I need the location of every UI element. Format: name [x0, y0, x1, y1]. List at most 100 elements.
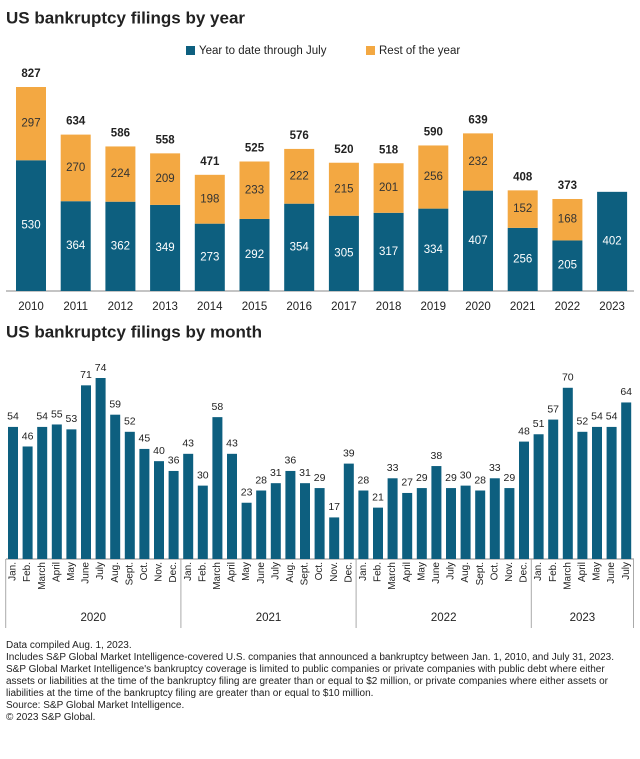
value-label: 29	[314, 472, 326, 484]
chart-title: US bankruptcy filings by year	[6, 8, 245, 27]
bar-segment	[463, 190, 493, 291]
value-label: 54	[36, 411, 48, 423]
legend-swatch	[366, 46, 375, 55]
value-label: 30	[197, 469, 209, 481]
value-label: 205	[558, 260, 577, 272]
legend-label: Year to date through July	[199, 45, 327, 57]
value-label: 30	[460, 469, 472, 481]
value-label: 349	[156, 242, 175, 254]
x-tick-label: Feb.	[548, 562, 559, 582]
total-label: 471	[200, 156, 220, 168]
x-tick-label: 2018	[376, 301, 402, 313]
value-label: 43	[182, 438, 194, 450]
x-tick-label: 2011	[63, 301, 88, 313]
x-tick-label: July	[621, 562, 632, 580]
x-tick-label: Dec.	[168, 562, 179, 583]
chart-title: US bankruptcy filings by month	[6, 322, 262, 341]
bar-segment	[552, 198, 583, 241]
value-label: 59	[109, 398, 121, 410]
x-tick-label: March	[387, 562, 398, 590]
value-label: 71	[80, 369, 92, 381]
bar-segment	[150, 153, 181, 205]
bar	[431, 466, 442, 559]
value-label: 55	[51, 408, 63, 420]
bar	[124, 431, 135, 559]
bar	[548, 419, 559, 559]
x-tick-label: 2014	[197, 301, 223, 313]
total-label: 518	[379, 144, 399, 156]
x-tick-label: Oct.	[314, 562, 325, 580]
value-label: 38	[431, 450, 443, 462]
value-label: 305	[334, 247, 353, 259]
x-tick-label: July	[95, 562, 106, 580]
notes: Data compiled Aug. 1, 2023. Includes S&P …	[6, 640, 634, 724]
chart: US bankruptcy filings by year US bankrup…	[5, 8, 634, 628]
bar	[577, 431, 588, 559]
value-label: 28	[474, 474, 486, 486]
x-tick-label: Aug.	[110, 562, 121, 583]
value-label: 58	[212, 401, 224, 413]
total-label: 408	[513, 171, 533, 183]
x-tick-label: May	[592, 562, 603, 581]
bar	[592, 426, 602, 559]
bar	[416, 488, 427, 559]
x-tick-label: 2010	[18, 301, 44, 313]
x-tick-label: Nov.	[329, 562, 340, 582]
total-label: 373	[558, 180, 577, 192]
x-tick-label: 2023	[599, 301, 625, 313]
group-label: 2023	[570, 612, 596, 624]
bar-segment	[239, 161, 270, 219]
bar	[519, 441, 529, 559]
bar-segment	[507, 190, 538, 228]
value-label: 36	[168, 455, 180, 467]
value-label: 407	[468, 235, 487, 247]
value-label: 51	[533, 418, 545, 430]
bar	[51, 424, 62, 559]
bar	[183, 453, 194, 559]
x-tick-label: March	[562, 562, 573, 590]
x-tick-label: June	[431, 562, 442, 584]
bar	[343, 463, 354, 559]
bar	[37, 426, 48, 559]
bar	[300, 483, 310, 559]
x-tick-label: Aug.	[460, 562, 471, 583]
value-label: 57	[547, 403, 559, 415]
total-label: 520	[334, 144, 353, 156]
x-tick-label: March	[212, 562, 223, 590]
value-label: 402	[603, 235, 622, 247]
value-label: 40	[153, 445, 165, 457]
bar	[504, 488, 515, 559]
value-label: 168	[558, 214, 577, 226]
x-tick-label: April	[51, 562, 62, 582]
bar-segment	[16, 87, 46, 161]
bar-segment	[373, 163, 404, 213]
value-label: 74	[95, 362, 107, 374]
x-tick-label: April	[577, 562, 588, 582]
bar-segment	[418, 145, 449, 209]
x-tick-label: July	[446, 562, 457, 580]
bar-segment	[507, 227, 538, 291]
value-label: 23	[241, 487, 253, 499]
value-label: 28	[255, 474, 267, 486]
bar-segment	[239, 218, 270, 291]
x-tick-label: Oct.	[139, 562, 150, 580]
x-tick-label: 2015	[242, 301, 268, 313]
note: Data compiled Aug. 1, 2023.	[6, 640, 132, 651]
value-label: 222	[290, 170, 309, 182]
x-tick-label: June	[256, 562, 267, 584]
bar-segment	[150, 204, 181, 291]
total-label: 586	[111, 127, 130, 139]
x-tick-label: Feb.	[197, 562, 208, 582]
x-tick-label: June	[606, 562, 617, 584]
x-tick-label: Sept.	[475, 562, 486, 585]
bar	[8, 426, 18, 559]
value-label: 201	[379, 182, 398, 194]
x-tick-label: Feb.	[22, 562, 33, 582]
value-label: 334	[424, 244, 444, 256]
group-label: 2022	[431, 612, 457, 624]
bar	[241, 502, 252, 559]
bar	[314, 488, 325, 559]
legend-label: Rest of the year	[379, 45, 460, 57]
x-tick-label: 2016	[286, 301, 312, 313]
